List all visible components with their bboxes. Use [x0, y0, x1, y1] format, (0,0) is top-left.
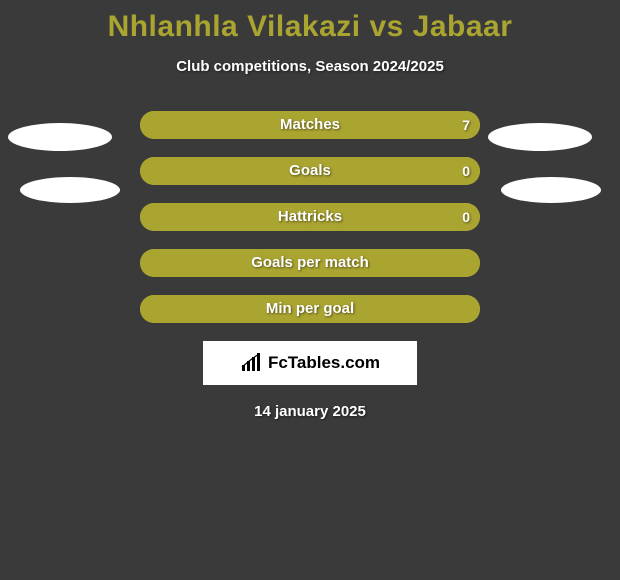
stat-bar-label: Matches — [140, 111, 480, 139]
side-ellipse-right — [488, 123, 592, 151]
side-ellipse-left — [8, 123, 112, 151]
stat-bar: Hattricks0 — [140, 203, 480, 231]
player1-name: Nhlanhla Vilakazi — [108, 10, 361, 43]
side-ellipse-left — [20, 177, 120, 203]
stat-bar: Goals per match — [140, 249, 480, 277]
stat-bar-label: Goals — [140, 157, 480, 185]
comparison-infographic: Nhlanhla Vilakazi vs Jabaar Club competi… — [0, 0, 620, 580]
page-title: Nhlanhla Vilakazi vs Jabaar — [0, 0, 620, 44]
stat-bar-label: Hattricks — [140, 203, 480, 231]
bar-chart-icon — [240, 353, 262, 373]
stat-bar: Min per goal — [140, 295, 480, 323]
player2-name: Jabaar — [413, 10, 513, 43]
stat-bar: Matches7 — [140, 111, 480, 139]
stat-bar-label: Min per goal — [140, 295, 480, 323]
subtitle: Club competitions, Season 2024/2025 — [0, 58, 620, 75]
vs-text: vs — [369, 10, 403, 43]
date-text: 14 january 2025 — [0, 403, 620, 420]
stat-bar-value: 0 — [462, 203, 470, 231]
stat-bar-label: Goals per match — [140, 249, 480, 277]
side-ellipse-right — [501, 177, 601, 203]
brand-box: FcTables.com — [203, 341, 417, 385]
stat-bar-value: 7 — [462, 111, 470, 139]
stat-bars: Matches7Goals0Hattricks0Goals per matchM… — [140, 111, 480, 323]
brand-text: FcTables.com — [268, 353, 380, 373]
stat-bar: Goals0 — [140, 157, 480, 185]
stat-bar-value: 0 — [462, 157, 470, 185]
